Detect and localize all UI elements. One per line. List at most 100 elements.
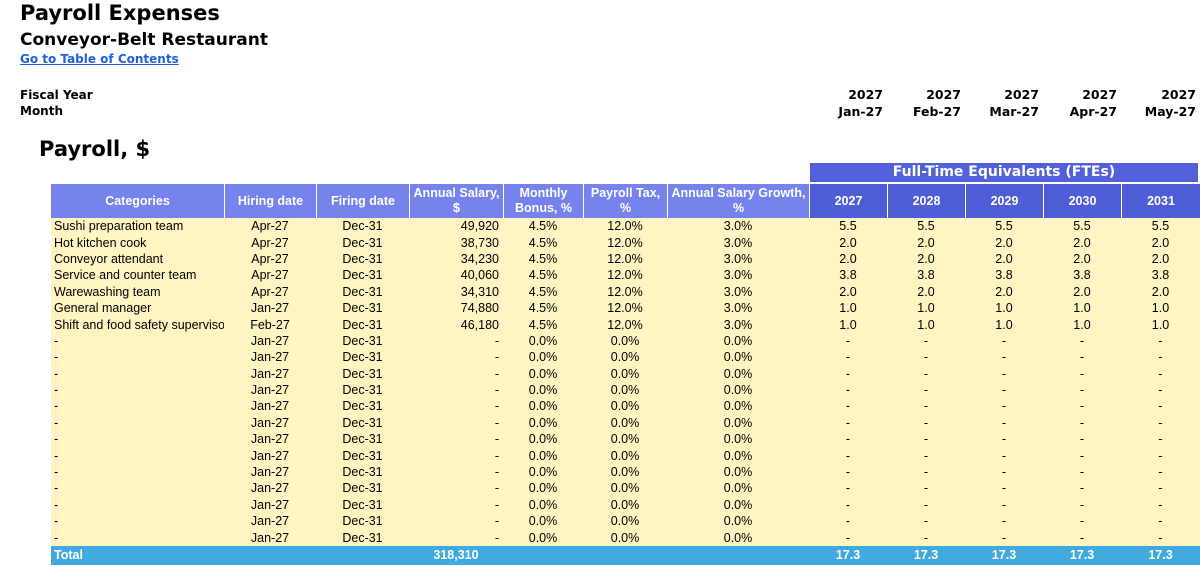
monthly-bonus-cell[interactable]: 0.0%	[503, 480, 583, 497]
fte-cell[interactable]: 1.0	[1121, 299, 1200, 317]
fte-cell[interactable]: -	[809, 529, 887, 546]
category-cell[interactable]: Warewashing team	[51, 283, 224, 300]
firing-date-cell[interactable]: Dec-31	[316, 250, 409, 268]
fte-cell[interactable]: -	[809, 349, 887, 366]
fte-cell[interactable]: -	[887, 414, 965, 432]
fte-cell[interactable]: -	[887, 529, 965, 546]
fte-cell[interactable]: -	[965, 463, 1043, 481]
annual-salary-cell[interactable]: -	[409, 463, 503, 481]
fte-cell[interactable]: 2.0	[965, 234, 1043, 251]
fte-cell[interactable]: -	[1121, 398, 1200, 415]
fte-cell[interactable]: -	[887, 398, 965, 415]
hiring-date-cell[interactable]: Jan-27	[224, 496, 316, 514]
annual-salary-cell[interactable]: -	[409, 349, 503, 366]
monthly-bonus-cell[interactable]: 0.0%	[503, 529, 583, 546]
category-cell[interactable]: Conveyor attendant	[51, 250, 224, 268]
fte-cell[interactable]: -	[1121, 480, 1200, 497]
salary-growth-cell[interactable]: 3.0%	[667, 234, 809, 251]
annual-salary-cell[interactable]: -	[409, 513, 503, 530]
monthly-bonus-cell[interactable]: 4.5%	[503, 283, 583, 300]
category-cell[interactable]: -	[51, 463, 224, 481]
annual-salary-cell[interactable]: 49,920	[409, 218, 503, 235]
fte-cell[interactable]: 5.5	[1043, 218, 1121, 235]
payroll-tax-cell[interactable]: 0.0%	[583, 496, 667, 514]
salary-growth-cell[interactable]: 0.0%	[667, 496, 809, 514]
hiring-date-cell[interactable]: Apr-27	[224, 267, 316, 284]
annual-salary-cell[interactable]: -	[409, 431, 503, 448]
firing-date-cell[interactable]: Dec-31	[316, 316, 409, 333]
fte-cell[interactable]: -	[887, 365, 965, 382]
fte-cell[interactable]: 2.0	[887, 283, 965, 300]
salary-growth-cell[interactable]: 0.0%	[667, 431, 809, 448]
payroll-tax-cell[interactable]: 12.0%	[583, 218, 667, 235]
category-cell[interactable]: Hot kitchen cook	[51, 234, 224, 251]
salary-growth-cell[interactable]: 3.0%	[667, 316, 809, 333]
hiring-date-cell[interactable]: Jan-27	[224, 529, 316, 546]
total-empty-cell[interactable]	[503, 545, 583, 565]
fte-cell[interactable]: -	[1121, 496, 1200, 514]
salary-growth-cell[interactable]: 0.0%	[667, 349, 809, 366]
fte-cell[interactable]: -	[1043, 431, 1121, 448]
category-cell[interactable]: Sushi preparation team	[51, 218, 224, 235]
salary-growth-cell[interactable]: 0.0%	[667, 480, 809, 497]
payroll-tax-cell[interactable]: 0.0%	[583, 513, 667, 530]
fte-cell[interactable]: -	[1121, 463, 1200, 481]
firing-date-cell[interactable]: Dec-31	[316, 496, 409, 514]
payroll-tax-cell[interactable]: 0.0%	[583, 349, 667, 366]
firing-date-cell[interactable]: Dec-31	[316, 299, 409, 317]
salary-growth-cell[interactable]: 3.0%	[667, 283, 809, 300]
fte-cell[interactable]: -	[1121, 431, 1200, 448]
category-cell[interactable]: -	[51, 496, 224, 514]
total-empty-cell[interactable]	[583, 545, 667, 565]
monthly-bonus-cell[interactable]: 4.5%	[503, 299, 583, 317]
category-cell[interactable]: -	[51, 349, 224, 366]
payroll-tax-cell[interactable]: 0.0%	[583, 381, 667, 399]
fte-cell[interactable]: -	[887, 447, 965, 464]
monthly-bonus-cell[interactable]: 0.0%	[503, 365, 583, 382]
hiring-date-cell[interactable]: Jan-27	[224, 349, 316, 366]
total-fte[interactable]: 17.3	[887, 545, 965, 565]
fte-cell[interactable]: 2.0	[887, 250, 965, 268]
monthly-bonus-cell[interactable]: 0.0%	[503, 513, 583, 530]
salary-growth-cell[interactable]: 0.0%	[667, 365, 809, 382]
total-fte[interactable]: 17.3	[1043, 545, 1121, 565]
fte-cell[interactable]: 5.5	[887, 218, 965, 235]
fte-cell[interactable]: -	[965, 414, 1043, 432]
fte-cell[interactable]: 1.0	[1121, 316, 1200, 333]
fte-cell[interactable]: -	[809, 431, 887, 448]
fte-cell[interactable]: -	[1043, 332, 1121, 350]
hiring-date-cell[interactable]: Jan-27	[224, 431, 316, 448]
annual-salary-cell[interactable]: -	[409, 398, 503, 415]
firing-date-cell[interactable]: Dec-31	[316, 480, 409, 497]
monthly-bonus-cell[interactable]: 0.0%	[503, 398, 583, 415]
hiring-date-cell[interactable]: Jan-27	[224, 463, 316, 481]
fte-cell[interactable]: -	[809, 513, 887, 530]
hiring-date-cell[interactable]: Jan-27	[224, 513, 316, 530]
fte-cell[interactable]: 2.0	[809, 250, 887, 268]
fte-cell[interactable]: 3.8	[965, 267, 1043, 284]
category-cell[interactable]: -	[51, 332, 224, 350]
monthly-bonus-cell[interactable]: 0.0%	[503, 463, 583, 481]
salary-growth-cell[interactable]: 0.0%	[667, 332, 809, 350]
hiring-date-cell[interactable]: Apr-27	[224, 250, 316, 268]
fte-cell[interactable]: -	[887, 381, 965, 399]
fte-cell[interactable]: 2.0	[1121, 234, 1200, 251]
fte-cell[interactable]: -	[1043, 414, 1121, 432]
hiring-date-cell[interactable]: Apr-27	[224, 283, 316, 300]
monthly-bonus-cell[interactable]: 0.0%	[503, 381, 583, 399]
fte-cell[interactable]: -	[809, 398, 887, 415]
fte-cell[interactable]: -	[887, 496, 965, 514]
fte-cell[interactable]: 1.0	[887, 316, 965, 333]
payroll-tax-cell[interactable]: 0.0%	[583, 414, 667, 432]
salary-growth-cell[interactable]: 3.0%	[667, 218, 809, 235]
category-cell[interactable]: -	[51, 480, 224, 497]
monthly-bonus-cell[interactable]: 0.0%	[503, 349, 583, 366]
monthly-bonus-cell[interactable]: 0.0%	[503, 447, 583, 464]
monthly-bonus-cell[interactable]: 0.0%	[503, 431, 583, 448]
firing-date-cell[interactable]: Dec-31	[316, 447, 409, 464]
annual-salary-cell[interactable]: -	[409, 414, 503, 432]
fte-cell[interactable]: -	[809, 496, 887, 514]
category-cell[interactable]: -	[51, 447, 224, 464]
fte-cell[interactable]: -	[1121, 414, 1200, 432]
fte-cell[interactable]: 1.0	[887, 299, 965, 317]
